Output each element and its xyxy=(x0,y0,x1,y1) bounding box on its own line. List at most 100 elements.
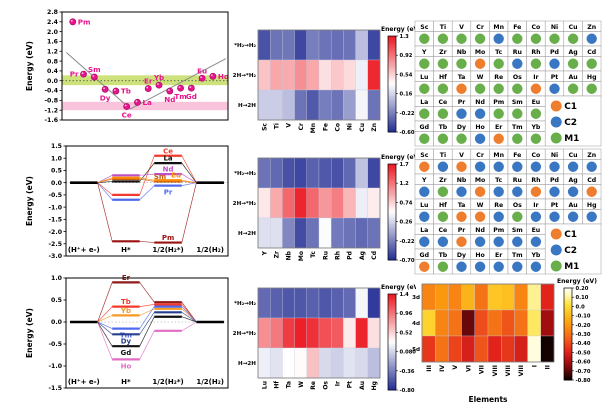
connector-Ho xyxy=(97,321,113,360)
heatmap-cell-3d-II-9 xyxy=(540,283,555,311)
y-tick-label: -1.0 xyxy=(48,204,62,211)
heatmap-cell-H→2H-Cu-8 xyxy=(355,89,368,121)
colorbar-segment xyxy=(564,352,572,356)
colorbar-tick-label-7: -0.50 xyxy=(576,350,591,356)
element-symbol-Ce: Ce xyxy=(439,227,448,234)
colorbar-segment xyxy=(388,349,396,353)
colorbar-segment xyxy=(564,363,572,367)
heatmap-cell-*H₂→H₂-Sc-0 xyxy=(257,29,271,61)
heatmap-cell-5d-IV-1 xyxy=(435,335,449,363)
element-symbol-V: V xyxy=(459,24,464,31)
colorbar-segment xyxy=(564,338,572,342)
connector-Nd xyxy=(139,173,155,176)
element-symbol-Eu: Eu xyxy=(532,99,541,106)
heatmap-cell-2H→*H₂-Rh-6 xyxy=(331,187,344,219)
y-tick-label: -1.0 xyxy=(48,363,62,370)
class-dot-Pt-C2 xyxy=(549,83,560,94)
point-label-Er: Er xyxy=(144,77,153,86)
data-point-Eu xyxy=(198,74,206,82)
colorbar-segment xyxy=(388,74,396,78)
class-dot-Nb-M1 xyxy=(456,58,467,69)
colorbar-segment xyxy=(388,373,396,377)
colorbar-segment xyxy=(388,84,396,87)
col-label-3: VI xyxy=(465,365,472,372)
element-symbol-Ta: Ta xyxy=(458,74,466,81)
colorbar-tick-label-6: -0.40 xyxy=(576,341,591,347)
y-tick-label: 1.0 xyxy=(51,155,63,162)
element-symbol-Ru: Ru xyxy=(513,177,522,184)
data-point-Gd xyxy=(187,84,195,92)
colorbar-tick-label-2: 0.52 xyxy=(400,330,413,336)
class-dot-Nb-C2 xyxy=(456,186,467,197)
colorbar-segment xyxy=(388,245,396,249)
data-point-Sm xyxy=(90,73,98,81)
colorbar-frame xyxy=(387,163,397,261)
colorbar-segment xyxy=(388,168,396,172)
connector-Pr xyxy=(139,185,155,201)
element-symbol-V: V xyxy=(459,152,464,159)
connector-Ce xyxy=(181,155,197,183)
row-label-0: *H₂→H₂ xyxy=(234,301,256,307)
colorbar-segment xyxy=(388,60,396,63)
heatmap-cell-2H→*H₂-W-3 xyxy=(294,317,307,349)
class-dot-Pm-C2 xyxy=(493,236,504,247)
heatmap-5d-chart: *H₂→H₂ 2H→*H₂ H→2H Lu Hf Ta W Re Os Ir Pt Au Hg Energ… xyxy=(233,284,422,394)
y-tick-label: 1.5 xyxy=(51,143,62,150)
colorbar-segment xyxy=(388,339,396,343)
row-label-0: *H₂→H₂ xyxy=(234,171,256,177)
class-dot-Fe-M1 xyxy=(512,33,523,44)
element-symbol-Ti: Ti xyxy=(440,152,446,159)
colorbar-segment xyxy=(388,204,396,208)
colorbar-segment xyxy=(564,331,572,335)
connector-Pm xyxy=(181,182,197,243)
colorbar-segment xyxy=(388,243,396,247)
colorbar-segment xyxy=(388,370,396,374)
heatmap-cell-H→2H-V-2 xyxy=(282,89,295,121)
heatmap-cell-2H→*H₂-Mo-3 xyxy=(294,187,307,219)
heatmap-cell-*H₂→H₂-Os-5 xyxy=(318,287,332,319)
data-point-highlight xyxy=(178,86,181,88)
heatmap-cell-H→2H-Ru-5 xyxy=(318,217,332,249)
class-dot-Tb-M1 xyxy=(437,261,449,272)
element-symbol-Pr: Pr xyxy=(458,227,467,234)
element-symbol-Co: Co xyxy=(532,24,541,31)
class-dot-Dy-C2 xyxy=(456,261,467,272)
class-dot-Lu-C2 xyxy=(419,211,430,222)
element-symbol-Cu: Cu xyxy=(569,152,578,159)
colorbar-segment xyxy=(564,370,572,374)
row-label-2: H→2H xyxy=(238,103,256,109)
element-symbol-Tb: Tb xyxy=(439,252,448,259)
heatmap-cell-2H→*H₂-Hf-1 xyxy=(270,317,283,349)
colorbar-tick-label-1: 0.92 xyxy=(400,53,413,59)
panel-heatmap-4d: *H₂→H₂ 2H→*H₂ H→2H Y Zr Nb Mo Tc Ru Rh Pd Ag Cd Energ… xyxy=(224,150,422,282)
heatmap-cell-*H₂→H₂-Fe-5 xyxy=(318,29,332,61)
element-symbol-Zr: Zr xyxy=(439,177,447,184)
stage-label-3: 1/2(H₂) xyxy=(196,246,224,254)
heatmap-cell-H→2H-Ti-1 xyxy=(270,89,283,121)
data-point-highlight xyxy=(146,86,149,89)
heatmap-cell-*H₂→H₂-Hg-9 xyxy=(367,287,381,319)
col-label-7: VIII xyxy=(518,365,525,376)
class-dot-Os-M1 xyxy=(512,211,523,222)
heatmap-cell-3d-VIII-7 xyxy=(514,283,528,311)
element-symbol-Rh: Rh xyxy=(531,49,540,56)
class-dot-Pr-C2 xyxy=(456,108,467,119)
col-label-8: Au xyxy=(359,381,366,390)
heatmap-cell-*H₂→H₂-Zn-9 xyxy=(367,29,381,61)
colorbar-segment xyxy=(388,301,396,305)
colorbar-segment xyxy=(388,93,396,97)
connector-Ho xyxy=(139,330,155,360)
colorbar-segment xyxy=(388,108,396,111)
y-tick-label: 2.8 xyxy=(47,9,58,16)
heatmap-frame xyxy=(257,287,381,379)
heatmap-cell-4d-VI-3 xyxy=(461,309,475,337)
class-dot-Cr-M1 xyxy=(474,33,486,44)
connector-Gd xyxy=(97,321,113,347)
class-dot-Cd-M1 xyxy=(586,58,597,69)
panel-heatmap-3d: *H₂→H₂ 2H→*H₂ H→2H Sc Ti V Cr Mn Fe Co Ni Cu Zn Energ… xyxy=(224,22,422,154)
connector-Tm xyxy=(181,306,197,323)
colorbar-segment xyxy=(564,366,572,369)
element-symbol-Re: Re xyxy=(494,74,503,81)
heatmap-cell-H→2H-Lu-0 xyxy=(257,347,271,379)
